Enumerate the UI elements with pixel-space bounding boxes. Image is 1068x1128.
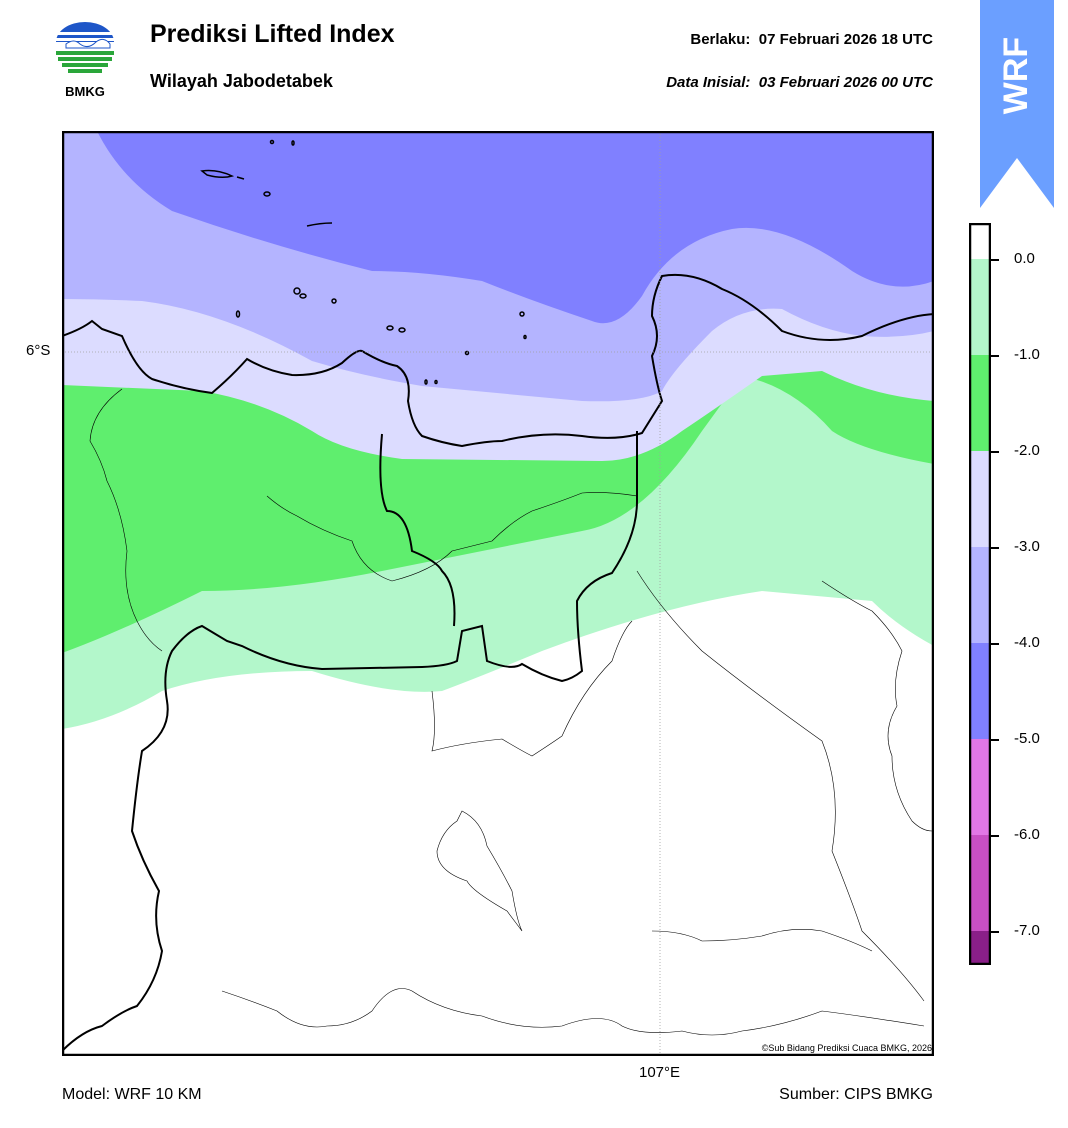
colorbar-3-to-4 [969, 547, 991, 643]
colorbar-tick-label: -7.0 [1014, 922, 1040, 939]
colorbar-6-to-7 [969, 835, 991, 931]
colorbar-tick-label: 0.0 [1014, 250, 1035, 267]
colorbar [969, 223, 991, 965]
init-time: Data Inisial: 03 Februari 2026 00 UTC [666, 74, 933, 91]
colorbar-tick-label: -2.0 [1014, 442, 1040, 459]
colorbar-tick-label: -3.0 [1014, 538, 1040, 555]
lon-label-107e: 107°E [639, 1064, 681, 1081]
valid-label: Berlaku: [690, 31, 751, 48]
valid-value: 07 Februari 2026 18 UTC [758, 31, 933, 48]
colorbar-5-to-6 [969, 739, 991, 835]
thousand-islands [200, 139, 527, 385]
colorbar-tick-label: -1.0 [1014, 346, 1040, 363]
district-border-thin [821, 580, 933, 832]
province-border [62, 431, 638, 1052]
map-credit: ©Sub Bidang Prediksi Cuaca BMKG, 2026 [761, 1043, 932, 1053]
colorbar-tick-mark [991, 835, 999, 837]
init-value: 03 Februari 2026 00 UTC [758, 74, 933, 91]
valid-time: Berlaku: 07 Februari 2026 18 UTC [690, 31, 933, 48]
init-label: Data Inisial: [666, 74, 751, 91]
colorbar-below-7 [969, 931, 991, 965]
page-subtitle: Wilayah Jabodetabek [150, 71, 333, 91]
colorbar-tick-mark [991, 643, 999, 645]
colorbar-tick-mark [991, 739, 999, 741]
colorbar-tick-mark [991, 355, 999, 357]
district-border-thin [89, 388, 163, 652]
colorbar-4-to-5 [969, 643, 991, 739]
lifted-index-map [62, 131, 934, 1056]
colorbar-tick-mark [991, 931, 999, 933]
district-border-thin [221, 988, 925, 1036]
colorbar-tick-label: -6.0 [1014, 826, 1040, 843]
colorbar-tick-mark [991, 451, 999, 453]
colorbar-0-to-1 [969, 259, 991, 355]
colorbar-2-to-3 [969, 451, 991, 547]
district-border-thin [266, 492, 638, 582]
district-border-thin [651, 929, 873, 952]
page-title: Prediksi Lifted Index [150, 20, 395, 48]
coastline [62, 273, 934, 448]
bmkg-logo-icon [55, 20, 115, 73]
wrf-badge-text: WRF [997, 36, 1036, 114]
zone-4-to-5 [97, 131, 934, 324]
source-info: Sumber: CIPS BMKG [779, 1086, 933, 1103]
district-border-thin [436, 810, 523, 932]
district-border-thin [636, 570, 925, 1002]
district-border [379, 433, 456, 627]
colorbar-above-0 [969, 223, 991, 259]
colorbar-tick-mark [991, 547, 999, 549]
lat-label-6s: 6°S [26, 342, 51, 359]
model-info: Model: WRF 10 KM [62, 1086, 202, 1103]
logo-text: BMKG [65, 84, 105, 99]
district-border-thin [431, 620, 633, 757]
colorbar-1-to-2 [969, 355, 991, 451]
colorbar-tick-mark [991, 259, 999, 261]
colorbar-tick-label: -5.0 [1014, 730, 1040, 747]
colorbar-tick-label: -4.0 [1014, 634, 1040, 651]
wrf-badge [980, 0, 1054, 208]
